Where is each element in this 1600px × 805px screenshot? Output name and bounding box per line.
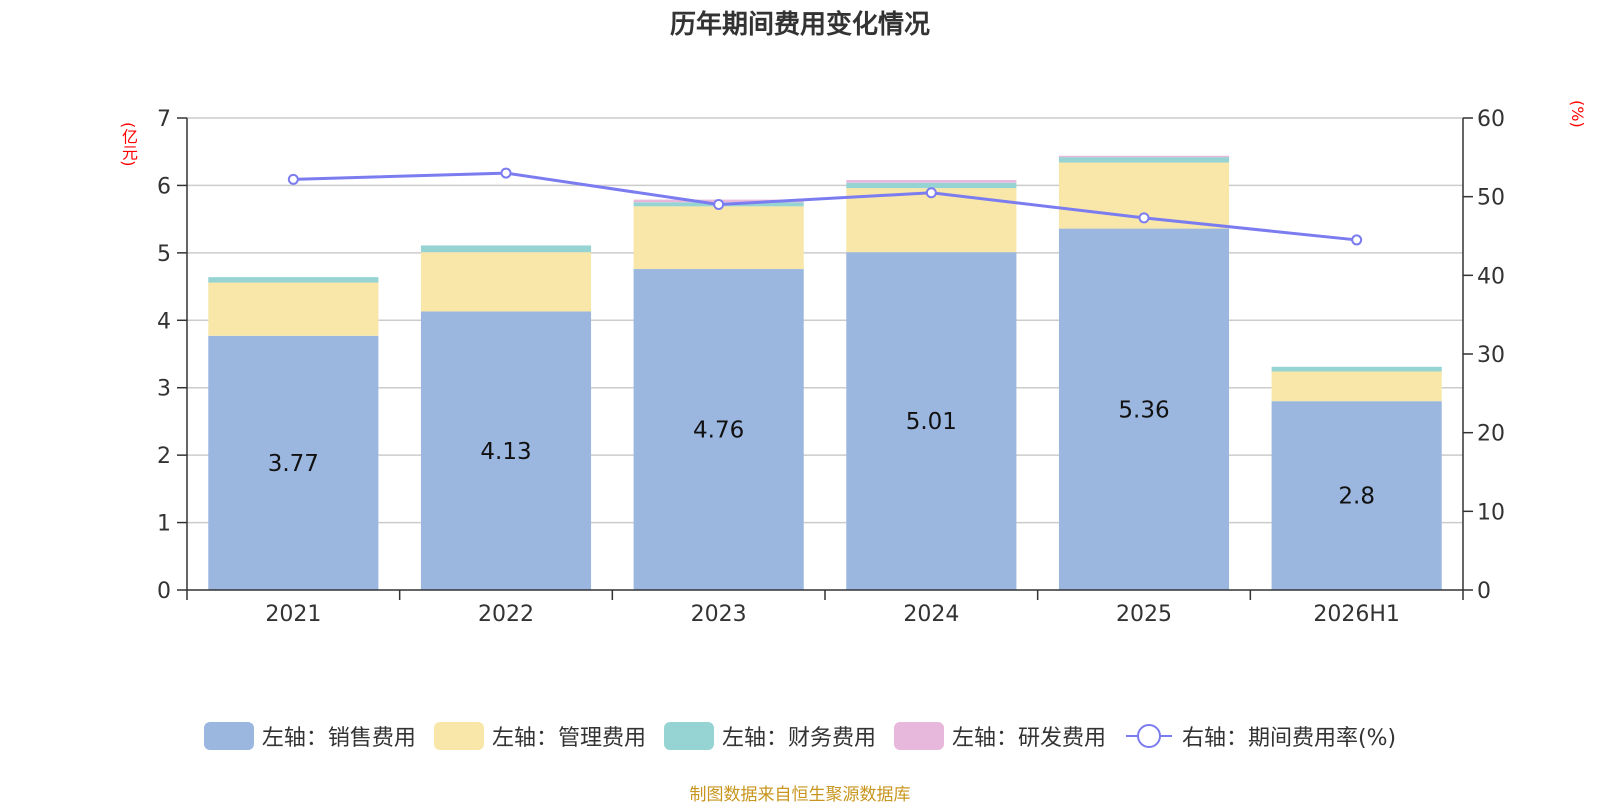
x-axis-tick-label: 2022	[478, 602, 534, 627]
legend-label-rnd: 左轴：研发费用	[951, 726, 1106, 751]
rate-point	[287, 173, 299, 185]
x-axis-tick-label: 2026H1	[1313, 602, 1400, 627]
bar-sales	[420, 311, 592, 590]
bar-admin	[1271, 371, 1442, 402]
data-label: 4.13	[480, 439, 531, 465]
legend-swatch-admin	[433, 722, 484, 750]
rate-point	[925, 187, 937, 199]
legend-label-admin: 左轴：管理费用	[491, 726, 646, 751]
legend-label-sales: 左轴：销售费用	[261, 726, 416, 751]
right-axis-tick-label: 10	[1477, 500, 1505, 525]
right-axis-tick-label: 0	[1477, 579, 1491, 604]
right-axis-tick-label: 40	[1477, 264, 1505, 289]
bar-admin	[633, 206, 804, 270]
bar-finance	[1271, 366, 1442, 372]
bar-admin	[420, 252, 592, 312]
x-axis-tick-label: 2024	[903, 602, 959, 627]
rate-line	[293, 171, 1357, 242]
right-axis-tick-label: 20	[1477, 422, 1505, 447]
x-axis-tick-label: 2023	[691, 602, 747, 627]
bar-sales	[1271, 401, 1442, 590]
left-axis-tick-label: 5	[157, 242, 171, 267]
data-label: 3.77	[268, 451, 319, 477]
data-label: 5.01	[906, 409, 957, 435]
data-label: 4.76	[693, 418, 744, 444]
bar-admin	[208, 282, 379, 336]
bar-sales	[1058, 228, 1230, 590]
source-note: 制图数据来自恒生聚源数据库	[689, 785, 911, 805]
chart-plot: 0 1 2 3 4 5 6 7 0 10 20 30 40 50 60 3.77 4.13 4.76 5.01 5.3…	[157, 107, 1505, 627]
left-axis-tick-label: 0	[157, 579, 171, 604]
legend-label-finance: 左轴：财务费用	[721, 726, 876, 751]
bar-rnd	[846, 180, 1017, 183]
left-axis-tick-label: 1	[157, 512, 171, 537]
right-axis-tick-label: 60	[1477, 107, 1505, 132]
legend-item-sales[interactable]: 左轴：销售费用	[203, 720, 416, 752]
left-axis-tick-label: 6	[157, 174, 171, 199]
left-axis-tick-label: 4	[157, 309, 171, 334]
data-label: 2.8	[1338, 484, 1375, 510]
legend-item-rate[interactable]: 右轴：期间费用率(%)	[1124, 720, 1396, 752]
bar-finance	[1058, 157, 1230, 163]
left-axis-tick-label: 7	[157, 107, 171, 132]
chart-title: 历年期间费用变化情况	[669, 10, 930, 40]
legend-item-admin[interactable]: 左轴：管理费用	[433, 720, 646, 752]
bar-rnd	[1058, 155, 1230, 158]
left-axis-tick-label: 2	[157, 444, 171, 469]
legend-item-finance[interactable]: 左轴：财务费用	[663, 720, 876, 752]
x-axis-tick-label: 2021	[265, 602, 321, 627]
bar-sales	[208, 335, 379, 590]
left-axis-tick-label: 3	[157, 377, 171, 402]
legend-swatch-rnd	[893, 722, 944, 750]
legend-item-rnd[interactable]: 左轴：研发费用	[893, 720, 1106, 752]
legend: 左轴：销售费用 左轴：管理费用 左轴：财务费用 左轴：研发费用 右轴：期间费用率…	[0, 720, 1600, 752]
rate-point	[713, 199, 725, 211]
x-axis-tick-label: 2025	[1116, 602, 1172, 627]
left-axis-unit: (亿元)	[119, 122, 138, 167]
data-label: 5.36	[1118, 397, 1169, 423]
bar-finance	[846, 182, 1017, 189]
bar-finance	[420, 245, 592, 253]
rate-point	[1138, 212, 1150, 224]
right-axis-tick-label: 50	[1477, 186, 1505, 211]
right-axis-unit: (%)	[1568, 100, 1587, 128]
legend-line-circle-icon	[1125, 724, 1172, 748]
rate-point	[1351, 234, 1363, 246]
rate-point	[500, 167, 512, 179]
legend-swatch-finance	[663, 722, 714, 750]
bar-sales	[846, 252, 1017, 590]
bar-finance	[208, 277, 379, 283]
bar-sales	[633, 269, 804, 590]
legend-label-rate: 右轴：期间费用率(%)	[1181, 726, 1397, 751]
legend-swatch-sales	[203, 722, 254, 750]
right-axis-tick-label: 30	[1477, 343, 1505, 368]
